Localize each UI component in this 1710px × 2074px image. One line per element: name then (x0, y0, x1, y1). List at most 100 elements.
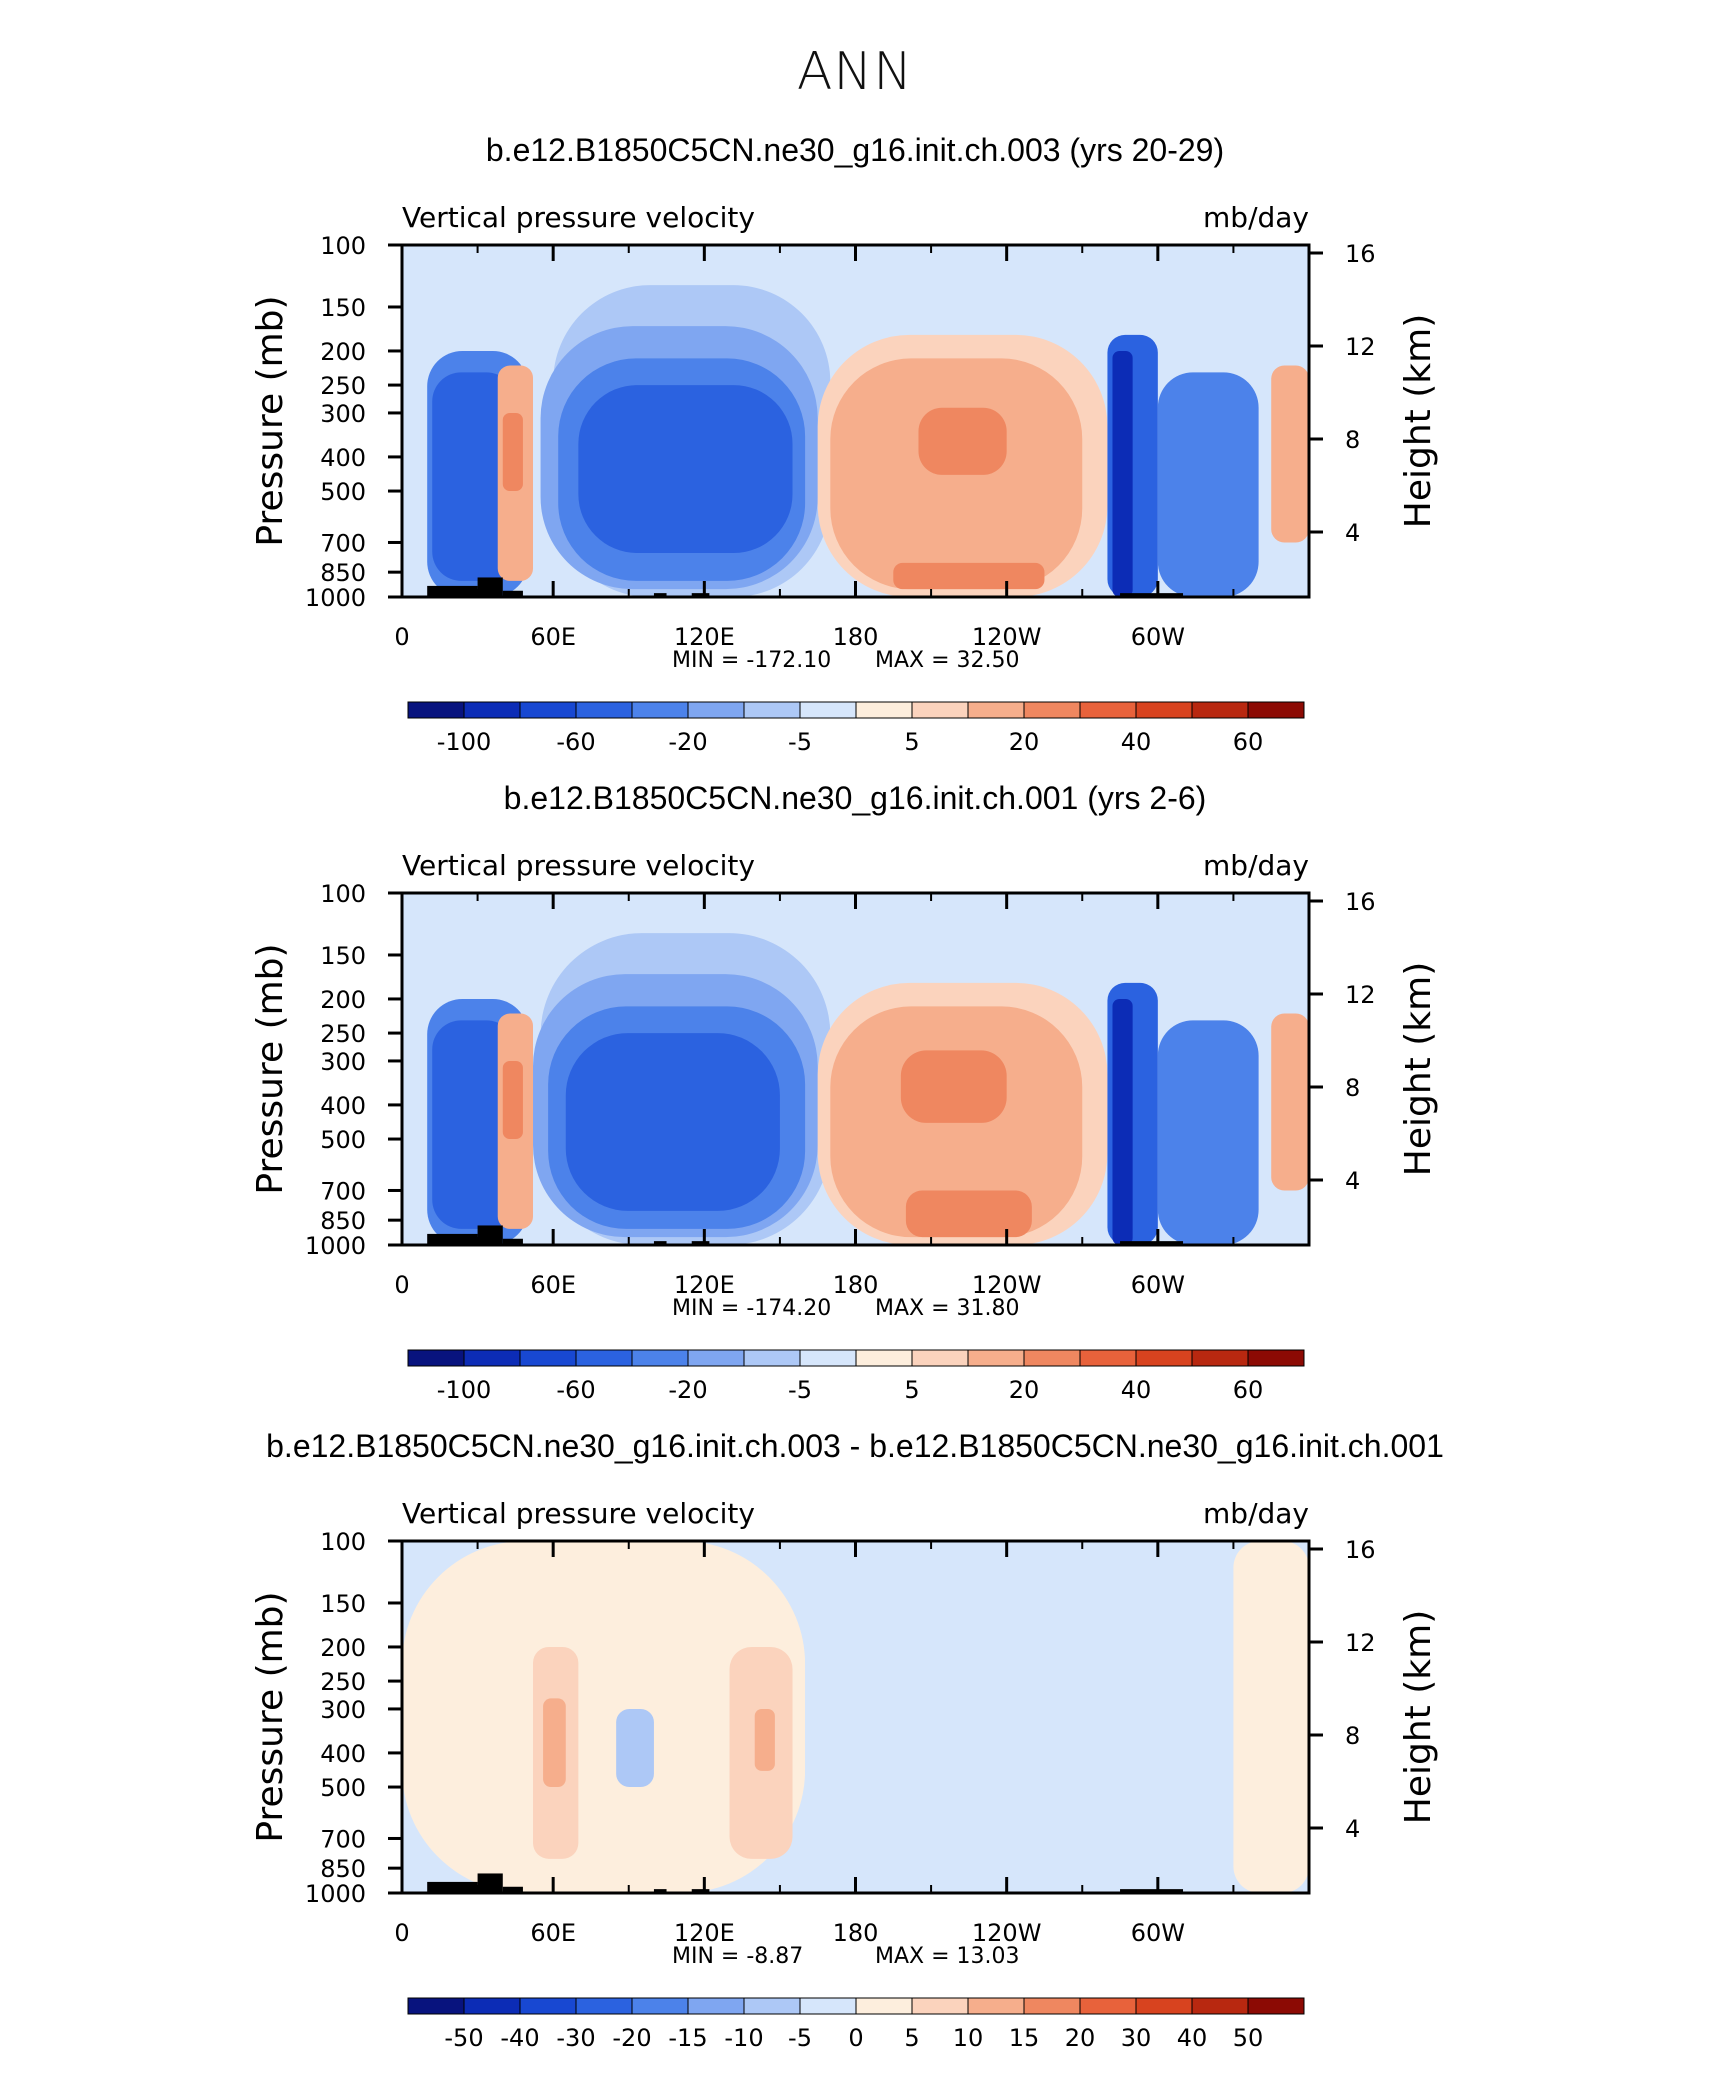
colorbar-swatch (799, 1349, 857, 1367)
x-tick-label: 60E (530, 1919, 576, 1947)
colorbar-swatch (1135, 1349, 1193, 1367)
topography-mask (502, 1886, 523, 1893)
y2-tick-label: 4 (1345, 519, 1360, 547)
topography-mask (1120, 593, 1184, 597)
colorbar-swatch (1247, 1997, 1305, 2015)
colorbar-label: -20 (612, 2024, 651, 2052)
x-tick-label: 0 (394, 1271, 409, 1299)
x-tick-label: 120W (972, 1271, 1042, 1299)
field-contours (402, 1541, 1309, 1893)
colorbar-swatch (463, 701, 521, 719)
y-tick-label: 500 (320, 478, 366, 506)
y-tick-label: 500 (320, 1126, 366, 1154)
y-axis-title: Pressure (mb) (250, 295, 291, 546)
colorbar-label: -10 (724, 2024, 763, 2052)
topography-mask (427, 1233, 478, 1245)
colorbar-label: -5 (788, 1376, 812, 1404)
panel-units-label: mb/day (1203, 201, 1309, 234)
panel-left-label: Vertical pressure velocity (402, 201, 755, 234)
colorbar-swatch (687, 1997, 745, 2015)
contour-region (402, 1541, 806, 1893)
colorbar-label: -20 (668, 728, 707, 756)
min-label: MIN = -8.87 (672, 1944, 803, 1969)
colorbar-label: -20 (668, 1376, 707, 1404)
colorbar-swatch (575, 1349, 633, 1367)
colorbar-swatch (631, 701, 689, 719)
y-tick-label: 850 (320, 1855, 366, 1883)
panel-2-title: b.e12.B1850C5CN.ne30_g16.init.ch.001 (yr… (503, 780, 1207, 816)
contour-region (1233, 1541, 1309, 1893)
colorbar-swatch (407, 1349, 465, 1367)
y-tick-label: 250 (320, 1668, 366, 1696)
topography-mask (427, 585, 478, 597)
colorbar-label: 40 (1177, 2024, 1208, 2052)
colorbar-label: 15 (1009, 2024, 1040, 2052)
contour-region (1271, 365, 1309, 543)
topography-mask (477, 1873, 503, 1893)
contour-region (1157, 372, 1259, 597)
colorbar-swatch (1247, 1349, 1305, 1367)
y2-axis-title: Height (km) (1398, 1610, 1439, 1824)
x-tick-label: 120E (674, 1271, 735, 1299)
colorbar-label: 5 (904, 728, 919, 756)
colorbar-swatch (575, 1997, 633, 2015)
contour-region (1112, 998, 1133, 1245)
y-tick-label: 850 (320, 1207, 366, 1235)
colorbar-label: 60 (1233, 728, 1264, 756)
y-tick-label: 1000 (305, 1232, 366, 1260)
contour-region (1271, 1013, 1309, 1191)
colorbar-swatch (407, 1997, 465, 2015)
y-axis-title: Pressure (mb) (250, 943, 291, 1194)
colorbar-swatch (1191, 1349, 1249, 1367)
colorbar-swatch (1079, 1349, 1137, 1367)
colorbar-swatch (1023, 701, 1081, 719)
colorbar-swatch (1191, 701, 1249, 719)
y-tick-label: 250 (320, 1020, 366, 1048)
y2-tick-label: 16 (1345, 1536, 1376, 1564)
contour-region (432, 1020, 516, 1229)
x-tick-label: 120W (972, 1919, 1042, 1947)
colorbar-label: 20 (1065, 2024, 1096, 2052)
y-tick-label: 700 (320, 529, 366, 557)
colorbar-label: 5 (904, 1376, 919, 1404)
colorbar-label: 60 (1233, 1376, 1264, 1404)
y2-tick-label: 12 (1345, 981, 1376, 1009)
y-tick-label: 400 (320, 444, 366, 472)
x-tick-label: 60W (1131, 1919, 1185, 1947)
contour-region (432, 372, 516, 581)
contour-region (805, 1541, 1234, 1893)
colorbar-swatch (407, 701, 465, 719)
colorbar-label: -50 (444, 2024, 483, 2052)
y-tick-label: 700 (320, 1177, 366, 1205)
panel-3-title: b.e12.B1850C5CN.ne30_g16.init.ch.003 - b… (266, 1428, 1444, 1464)
y2-tick-label: 4 (1345, 1815, 1360, 1843)
contour-region (565, 1033, 780, 1211)
contour-region (616, 1708, 654, 1788)
y2-tick-label: 12 (1345, 1629, 1376, 1657)
colorbar-swatch (687, 1349, 745, 1367)
contour-region (893, 562, 1045, 590)
colorbar-label: 50 (1233, 2024, 1264, 2052)
contour-region (502, 412, 523, 492)
colorbar-label: 40 (1121, 1376, 1152, 1404)
colorbar-swatch (575, 701, 633, 719)
colorbar-label: 40 (1121, 728, 1152, 756)
colorbar-label: -30 (556, 2024, 595, 2052)
x-tick-label: 180 (833, 1271, 879, 1299)
colorbar-swatch (967, 701, 1025, 719)
colorbar-swatch (911, 1349, 969, 1367)
colorbar-swatch (1079, 701, 1137, 719)
colorbar-swatch (631, 1349, 689, 1367)
y-tick-label: 200 (320, 338, 366, 366)
panel-left-label: Vertical pressure velocity (402, 849, 755, 882)
colorbar-label: -60 (556, 728, 595, 756)
y2-tick-label: 16 (1345, 240, 1376, 268)
colorbar-label: -40 (500, 2024, 539, 2052)
topography-mask (502, 590, 523, 597)
y2-axis-title: Height (km) (1398, 962, 1439, 1176)
y-tick-label: 850 (320, 559, 366, 587)
x-tick-label: 60W (1131, 1271, 1185, 1299)
colorbar-label: -100 (437, 1376, 491, 1404)
y-tick-label: 150 (320, 294, 366, 322)
